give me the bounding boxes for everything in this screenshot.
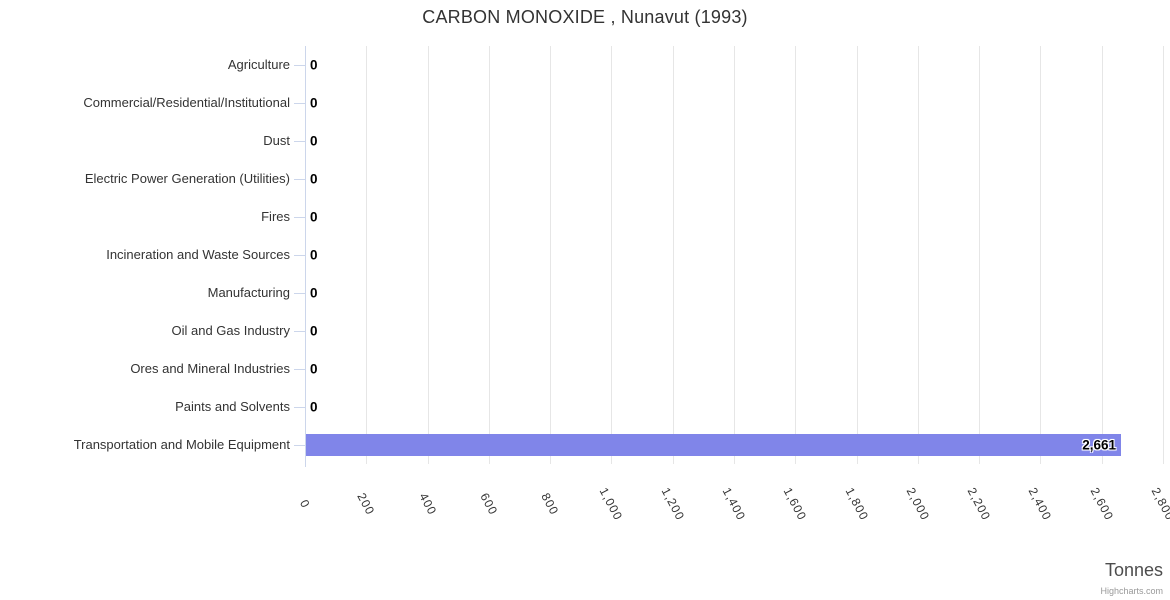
highcharts-credit[interactable]: Highcharts.com xyxy=(1100,586,1163,596)
category-tick xyxy=(294,369,305,370)
gridline xyxy=(366,46,367,464)
category-tick xyxy=(294,141,305,142)
x-axis-tick-label: 1,000 xyxy=(596,485,626,523)
zero-value-label: 0 xyxy=(310,361,318,377)
gridline xyxy=(611,46,612,464)
category-axis-line xyxy=(305,46,306,467)
zero-value-label: 0 xyxy=(310,171,318,187)
gridline xyxy=(489,46,490,464)
category-label: Transportation and Mobile Equipment xyxy=(73,437,290,452)
category-label: Dust xyxy=(263,133,290,148)
zero-value-label: 0 xyxy=(310,285,318,301)
x-axis-tick-label: 800 xyxy=(538,490,562,518)
x-axis-tick-label: 2,400 xyxy=(1025,485,1055,523)
x-axis-tick-label: 0 xyxy=(297,497,313,511)
category-label: Ores and Mineral Industries xyxy=(130,361,290,376)
bar-value-label: 2,661 xyxy=(1082,437,1116,453)
gridline xyxy=(550,46,551,464)
bar-transportation[interactable]: 2,661 xyxy=(306,434,1121,456)
chart-title: CARBON MONOXIDE , Nunavut (1993) xyxy=(422,7,748,27)
x-axis-tick-label: 2,200 xyxy=(964,485,994,523)
zero-value-label: 0 xyxy=(310,247,318,263)
gridline xyxy=(1040,46,1041,464)
zero-value-label: 0 xyxy=(310,133,318,149)
category-label: Fires xyxy=(261,209,290,224)
zero-value-label: 0 xyxy=(310,209,318,225)
zero-value-label: 0 xyxy=(310,323,318,339)
x-axis-tick-label: 2,800 xyxy=(1148,485,1170,523)
gridline xyxy=(795,46,796,464)
gridline xyxy=(734,46,735,464)
x-axis-tick-label: 1,800 xyxy=(842,485,872,523)
category-tick xyxy=(294,255,305,256)
x-axis-tick-label: 200 xyxy=(354,490,378,518)
category-label: Incineration and Waste Sources xyxy=(106,247,290,262)
gridline xyxy=(1163,46,1164,464)
category-tick xyxy=(294,103,305,104)
category-tick xyxy=(294,407,305,408)
gridline xyxy=(918,46,919,464)
category-tick xyxy=(294,331,305,332)
category-tick xyxy=(294,65,305,66)
gridline xyxy=(857,46,858,464)
zero-value-label: 0 xyxy=(310,57,318,73)
zero-value-label: 0 xyxy=(310,399,318,415)
x-axis-tick-label: 2,000 xyxy=(903,485,933,523)
category-tick xyxy=(294,217,305,218)
x-axis-tick-label: 1,400 xyxy=(719,485,749,523)
category-tick xyxy=(294,445,305,446)
category-label: Paints and Solvents xyxy=(175,399,290,414)
gridline xyxy=(428,46,429,464)
category-label: Oil and Gas Industry xyxy=(171,323,291,338)
gridline xyxy=(1102,46,1103,464)
x-axis-tick-label: 2,600 xyxy=(1087,485,1117,523)
x-axis-tick-label: 1,200 xyxy=(658,485,688,523)
x-axis-tick-label: 400 xyxy=(416,490,440,518)
category-label: Commercial/Residential/Institutional xyxy=(83,95,290,110)
category-label: Manufacturing xyxy=(207,285,290,300)
category-tick xyxy=(294,293,305,294)
gridline xyxy=(979,46,980,464)
category-label: Electric Power Generation (Utilities) xyxy=(84,171,290,186)
x-axis-title: Tonnes xyxy=(1104,560,1163,580)
category-tick xyxy=(294,179,305,180)
x-axis-tick-label: 600 xyxy=(477,490,501,518)
gridline xyxy=(673,46,674,464)
x-axis-tick-label: 1,600 xyxy=(780,485,810,523)
zero-value-label: 0 xyxy=(310,95,318,111)
category-label: Agriculture xyxy=(227,57,290,72)
